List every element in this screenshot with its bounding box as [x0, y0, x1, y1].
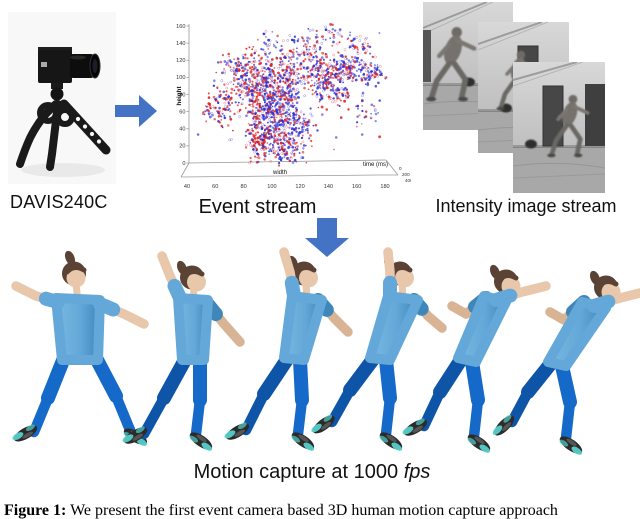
svg-text:60: 60 — [212, 184, 218, 190]
flow-arrow-right-icon — [115, 95, 157, 127]
camera-body-icon — [38, 47, 101, 83]
svg-text:160: 160 — [352, 184, 361, 190]
svg-text:0: 0 — [399, 166, 402, 171]
sneaker — [559, 436, 583, 455]
mesh-pose-5 — [402, 264, 551, 453]
mesh-pose-3 — [224, 247, 353, 451]
sneaker — [492, 414, 515, 436]
mesh-pose-2 — [122, 251, 245, 451]
intensity-stream-label: Intensity image stream — [435, 196, 617, 216]
event-stream-label: Event stream — [198, 196, 317, 218]
intensity-frame-3 — [513, 62, 605, 193]
mocap-caption-fps: fps — [403, 461, 431, 483]
svg-text:120: 120 — [176, 58, 185, 64]
mesh-pose-4 — [311, 247, 447, 451]
mocap-caption-text: Motion capture at 1000 — [193, 461, 404, 483]
sneaker — [467, 434, 491, 453]
svg-text:20: 20 — [179, 144, 185, 150]
sneaker — [291, 432, 315, 451]
athlete-silhouette — [547, 94, 590, 158]
tripod-icon — [16, 83, 111, 171]
svg-text:40: 40 — [184, 184, 190, 190]
svg-text:width: width — [272, 170, 287, 176]
svg-text:80: 80 — [240, 184, 246, 190]
svg-text:140: 140 — [324, 184, 333, 190]
sneaker — [189, 432, 213, 451]
svg-text:100: 100 — [176, 75, 185, 81]
svg-text:180: 180 — [380, 184, 389, 190]
svg-text:400: 400 — [405, 178, 411, 183]
sneaker — [12, 424, 38, 442]
sneaker — [402, 418, 428, 436]
sneaker — [224, 422, 250, 440]
event-stream-plot: 0 20 40 60 80 100 120 140 160 40 60 80 100 120 140 160 1… — [176, 23, 411, 190]
camera-label: DAVIS240C — [10, 192, 108, 212]
svg-text:120: 120 — [295, 184, 304, 190]
svg-text:40: 40 — [179, 127, 185, 133]
davis-camera-photo — [8, 12, 116, 184]
sneaker — [379, 432, 403, 451]
svg-text:160: 160 — [176, 24, 185, 30]
flow-arrow-down-icon — [305, 218, 349, 257]
mocap-caption: Motion capture at 1000 fps — [0, 461, 624, 484]
svg-text:0: 0 — [182, 161, 185, 167]
sneaker — [122, 426, 148, 444]
svg-text:140: 140 — [176, 41, 185, 47]
svg-text:height: height — [176, 86, 183, 106]
figure-caption: Figure 1: We present the first event cam… — [4, 502, 640, 519]
figure-caption-text: We present the first event camera based … — [66, 502, 558, 519]
sneaker — [311, 414, 335, 434]
svg-text:60: 60 — [179, 109, 185, 115]
svg-text:200: 200 — [402, 172, 410, 177]
figure-caption-prefix: Figure 1: — [4, 502, 67, 519]
mesh-pose-6 — [492, 270, 640, 455]
motion-capture-sequence — [11, 247, 640, 455]
athlete-silhouette — [426, 27, 477, 102]
svg-text:time (ms): time (ms) — [363, 162, 388, 168]
svg-text:80: 80 — [179, 92, 185, 98]
mesh-pose-1 — [11, 250, 149, 446]
svg-text:100: 100 — [267, 184, 276, 190]
